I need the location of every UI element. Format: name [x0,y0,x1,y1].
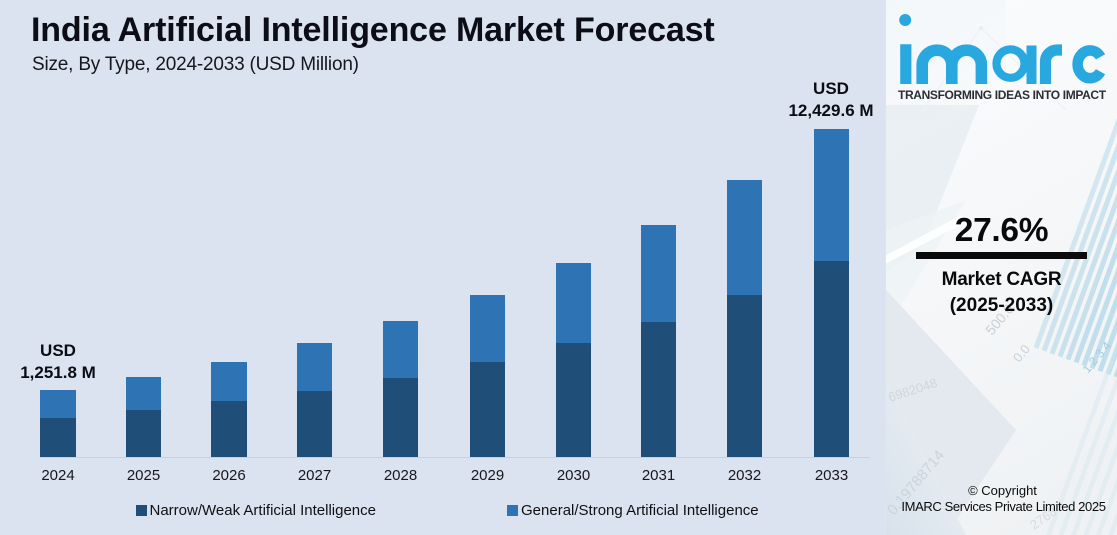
svg-text:0.0: 0.0 [1010,341,1033,364]
